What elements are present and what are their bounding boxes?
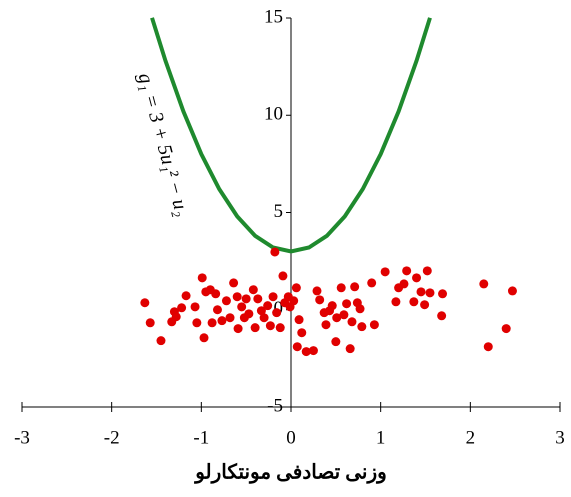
point bbox=[412, 273, 422, 283]
point bbox=[145, 318, 155, 328]
point bbox=[192, 318, 202, 328]
point bbox=[409, 297, 419, 307]
point bbox=[347, 317, 357, 327]
point bbox=[437, 311, 447, 321]
point bbox=[221, 296, 231, 306]
point bbox=[336, 283, 346, 293]
point bbox=[391, 297, 401, 307]
point bbox=[199, 333, 209, 343]
point bbox=[425, 288, 435, 298]
point bbox=[259, 313, 269, 323]
point bbox=[501, 324, 511, 334]
point bbox=[399, 279, 409, 289]
point bbox=[212, 305, 222, 315]
point bbox=[190, 302, 200, 312]
x-tick-label: -1 bbox=[193, 427, 209, 448]
point bbox=[321, 320, 331, 330]
point bbox=[244, 309, 254, 319]
curve bbox=[150, 17, 432, 254]
point bbox=[380, 267, 390, 277]
point bbox=[327, 301, 337, 311]
point bbox=[289, 296, 299, 306]
point bbox=[369, 320, 379, 330]
point bbox=[367, 278, 377, 288]
point bbox=[331, 337, 341, 347]
point bbox=[225, 313, 235, 323]
point bbox=[301, 347, 311, 357]
point bbox=[291, 283, 301, 293]
x-tick-label: 0 bbox=[286, 427, 296, 448]
point bbox=[211, 289, 221, 299]
point bbox=[507, 286, 517, 296]
point bbox=[402, 266, 412, 276]
point bbox=[315, 295, 325, 305]
point bbox=[422, 266, 432, 276]
point bbox=[479, 279, 489, 289]
x-tick-label: 1 bbox=[376, 427, 386, 448]
y-tick-label: 15 bbox=[264, 6, 283, 27]
point bbox=[229, 278, 239, 288]
point bbox=[171, 312, 181, 322]
point bbox=[250, 323, 260, 333]
point bbox=[140, 298, 150, 308]
point bbox=[265, 321, 275, 331]
point bbox=[270, 247, 280, 257]
point bbox=[342, 299, 352, 309]
point bbox=[248, 285, 258, 295]
point bbox=[241, 294, 251, 304]
point bbox=[232, 292, 242, 302]
point bbox=[181, 291, 191, 301]
x-axis-label: وزنی تصادفی مونتکارلو bbox=[193, 462, 387, 485]
y-tick-label: 5 bbox=[274, 201, 284, 222]
point bbox=[197, 273, 207, 283]
x-tick-label: -2 bbox=[104, 427, 120, 448]
point bbox=[339, 310, 349, 320]
point bbox=[420, 300, 430, 310]
point bbox=[483, 342, 493, 352]
point bbox=[275, 323, 285, 333]
x-tick-label: 3 bbox=[555, 427, 565, 448]
point bbox=[177, 303, 187, 313]
point bbox=[438, 289, 448, 299]
point bbox=[345, 344, 355, 354]
point bbox=[292, 342, 302, 352]
point bbox=[156, 336, 166, 346]
x-tick-label: -3 bbox=[14, 427, 30, 448]
point bbox=[350, 282, 360, 292]
point bbox=[297, 328, 307, 338]
point bbox=[207, 318, 217, 328]
point bbox=[256, 306, 266, 316]
point bbox=[355, 304, 365, 314]
curve-annotation: g₁ = 3 + 5u₁² − u₂ bbox=[134, 71, 193, 219]
point bbox=[263, 301, 273, 311]
x-tick-label: 2 bbox=[466, 427, 476, 448]
y-tick-label: 10 bbox=[264, 104, 283, 125]
point bbox=[278, 271, 288, 281]
point bbox=[294, 315, 304, 325]
point bbox=[233, 324, 243, 334]
point bbox=[272, 308, 282, 318]
point bbox=[332, 313, 342, 323]
point bbox=[217, 316, 227, 326]
point bbox=[237, 302, 247, 312]
point bbox=[268, 292, 278, 302]
point bbox=[253, 294, 263, 304]
point bbox=[416, 287, 426, 297]
point bbox=[308, 346, 318, 356]
y-tick-label: -5 bbox=[267, 395, 283, 416]
point bbox=[312, 286, 322, 296]
point bbox=[357, 322, 367, 332]
